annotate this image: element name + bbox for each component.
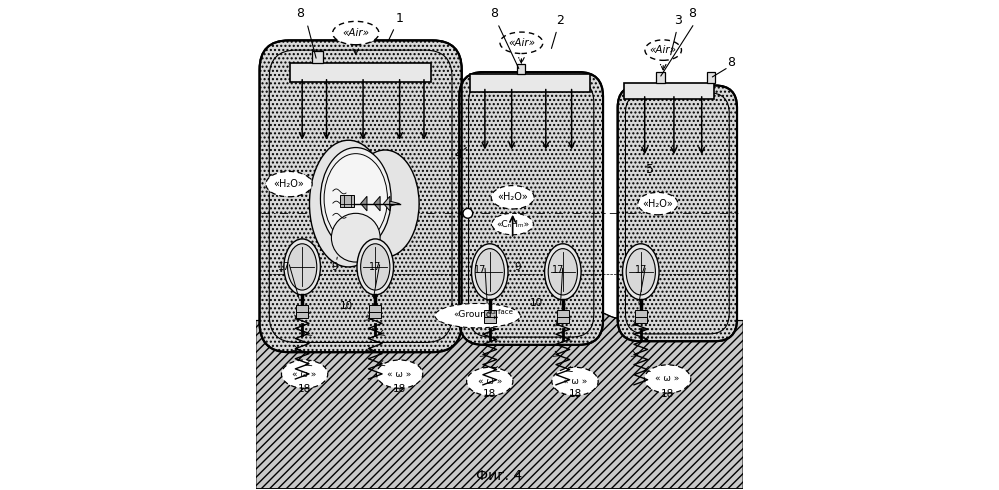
Ellipse shape bbox=[544, 244, 581, 300]
Text: 8: 8 bbox=[490, 7, 498, 20]
FancyBboxPatch shape bbox=[635, 317, 646, 323]
FancyBboxPatch shape bbox=[370, 312, 381, 318]
FancyBboxPatch shape bbox=[516, 64, 525, 74]
FancyBboxPatch shape bbox=[341, 195, 354, 207]
FancyBboxPatch shape bbox=[460, 72, 603, 345]
FancyBboxPatch shape bbox=[312, 51, 323, 63]
Ellipse shape bbox=[324, 154, 388, 244]
Polygon shape bbox=[256, 311, 743, 489]
FancyBboxPatch shape bbox=[706, 72, 715, 83]
Text: 17: 17 bbox=[551, 266, 564, 275]
FancyBboxPatch shape bbox=[617, 85, 737, 341]
Ellipse shape bbox=[644, 365, 690, 393]
Text: « ω »: « ω » bbox=[388, 369, 412, 379]
Text: 3: 3 bbox=[674, 14, 682, 27]
Text: 18: 18 bbox=[661, 389, 674, 398]
Text: 17: 17 bbox=[634, 266, 647, 275]
FancyBboxPatch shape bbox=[370, 305, 381, 312]
Text: 17: 17 bbox=[369, 262, 382, 272]
FancyBboxPatch shape bbox=[297, 312, 308, 318]
Ellipse shape bbox=[645, 40, 681, 60]
Ellipse shape bbox=[361, 244, 390, 290]
Ellipse shape bbox=[548, 248, 577, 295]
Text: «H₂O»: «H₂O» bbox=[274, 179, 305, 189]
Text: 18: 18 bbox=[484, 389, 497, 398]
Ellipse shape bbox=[472, 244, 508, 300]
Text: surface: surface bbox=[489, 309, 513, 315]
Text: 1: 1 bbox=[396, 12, 404, 25]
Ellipse shape bbox=[492, 186, 534, 209]
Text: 10: 10 bbox=[340, 301, 353, 311]
Polygon shape bbox=[390, 201, 400, 206]
FancyBboxPatch shape bbox=[290, 63, 432, 82]
Polygon shape bbox=[374, 196, 381, 211]
Text: 18: 18 bbox=[298, 384, 312, 394]
Text: « ω »: « ω » bbox=[655, 374, 679, 384]
FancyBboxPatch shape bbox=[297, 305, 308, 312]
Text: 8: 8 bbox=[296, 7, 304, 20]
Ellipse shape bbox=[476, 248, 504, 295]
Text: «H₂O»: «H₂O» bbox=[498, 192, 528, 202]
Text: »: » bbox=[492, 314, 498, 322]
Text: Фиг. 4: Фиг. 4 bbox=[477, 469, 522, 484]
Text: 18: 18 bbox=[393, 384, 407, 394]
Ellipse shape bbox=[332, 213, 381, 262]
Text: «Air»: «Air» bbox=[649, 45, 676, 55]
Text: 18: 18 bbox=[568, 389, 581, 398]
Text: 8: 8 bbox=[688, 7, 696, 20]
Circle shape bbox=[463, 208, 473, 218]
Ellipse shape bbox=[435, 303, 520, 328]
Ellipse shape bbox=[377, 360, 423, 388]
Text: 17: 17 bbox=[278, 262, 290, 272]
Text: « ω »: « ω » bbox=[478, 377, 501, 386]
Text: 9: 9 bbox=[514, 262, 521, 272]
Text: 17: 17 bbox=[474, 266, 487, 275]
Ellipse shape bbox=[284, 239, 321, 295]
FancyBboxPatch shape bbox=[557, 317, 568, 323]
Ellipse shape bbox=[467, 368, 512, 395]
Ellipse shape bbox=[500, 32, 542, 53]
FancyBboxPatch shape bbox=[471, 74, 589, 92]
FancyBboxPatch shape bbox=[623, 83, 714, 99]
Text: 10: 10 bbox=[529, 298, 542, 309]
Text: « ω »: « ω » bbox=[562, 377, 587, 386]
FancyBboxPatch shape bbox=[656, 72, 665, 83]
Text: 2: 2 bbox=[556, 14, 564, 27]
Ellipse shape bbox=[282, 360, 328, 388]
Text: «Ground: «Ground bbox=[454, 310, 493, 319]
Ellipse shape bbox=[638, 193, 678, 215]
Text: 5: 5 bbox=[645, 163, 653, 176]
FancyBboxPatch shape bbox=[260, 40, 462, 352]
Text: «Air»: «Air» bbox=[507, 38, 534, 48]
Text: « ω »: « ω » bbox=[293, 369, 317, 379]
Ellipse shape bbox=[310, 140, 388, 267]
Text: 8: 8 bbox=[727, 56, 735, 69]
Ellipse shape bbox=[357, 239, 394, 295]
FancyBboxPatch shape bbox=[484, 310, 496, 317]
Text: «Air»: «Air» bbox=[343, 28, 370, 38]
FancyBboxPatch shape bbox=[635, 310, 646, 317]
Ellipse shape bbox=[333, 22, 379, 45]
Text: 4: 4 bbox=[455, 148, 462, 161]
Ellipse shape bbox=[321, 147, 391, 250]
Ellipse shape bbox=[626, 248, 655, 295]
Ellipse shape bbox=[551, 368, 598, 395]
Polygon shape bbox=[384, 196, 390, 211]
Text: 9: 9 bbox=[332, 262, 338, 272]
FancyBboxPatch shape bbox=[557, 310, 568, 317]
Text: «CₙHₘ»: «CₙHₘ» bbox=[497, 220, 529, 228]
FancyBboxPatch shape bbox=[484, 317, 496, 323]
Text: «H₂O»: «H₂O» bbox=[642, 198, 673, 209]
Polygon shape bbox=[361, 196, 367, 211]
Ellipse shape bbox=[351, 150, 420, 257]
Ellipse shape bbox=[288, 244, 317, 290]
Ellipse shape bbox=[492, 213, 533, 235]
Ellipse shape bbox=[622, 244, 659, 300]
Ellipse shape bbox=[266, 172, 312, 197]
